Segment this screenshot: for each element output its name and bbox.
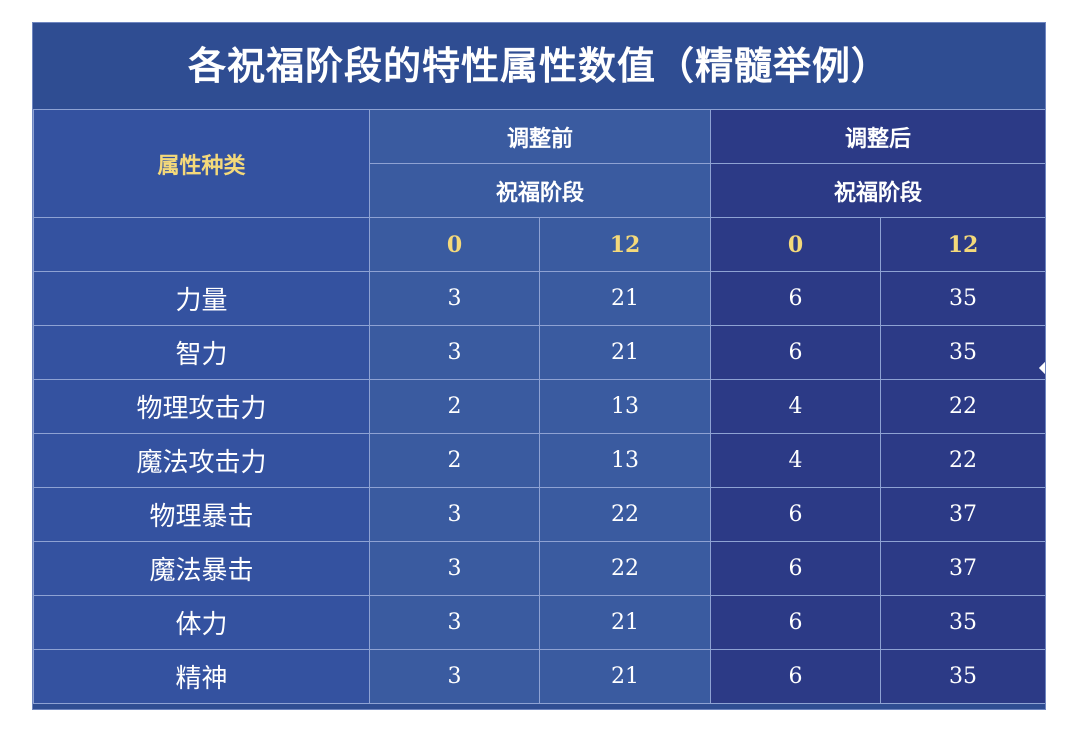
cell-after-12: 22 [880, 379, 1045, 434]
cell-after-0: 6 [710, 595, 882, 650]
header-stage-before: 祝福阶段 [368, 163, 712, 218]
cell-before-12: 21 [538, 595, 712, 650]
header-row-phase: 属性种类 调整前 调整后 [33, 109, 1045, 218]
cell-before-0: 3 [369, 595, 540, 650]
header-empty-cell [33, 217, 370, 272]
attribute-table: 属性种类 调整前 调整后 祝福阶段 祝福阶段 0 12 0 12 力量 3 21… [33, 109, 1045, 704]
cell-after-0: 4 [710, 433, 882, 488]
cell-before-0: 3 [369, 487, 540, 542]
header-row-levels: 0 12 0 12 [33, 217, 1045, 272]
table-row: 物理暴击 3 22 6 37 [33, 487, 1045, 542]
row-label: 物理暴击 [33, 487, 370, 542]
cell-before-0: 3 [369, 541, 540, 596]
cell-after-12: 22 [880, 433, 1045, 488]
cell-after-12: 35 [880, 271, 1045, 326]
header-row-stage: 祝福阶段 祝福阶段 [34, 163, 1045, 218]
cell-before-12: 13 [538, 433, 712, 488]
table-row: 力量 3 21 6 35 [33, 271, 1045, 326]
header-attribute-type: 属性种类 [33, 109, 370, 218]
header-level-after-0: 0 [710, 217, 882, 272]
cell-after-12: 35 [880, 595, 1045, 650]
cell-after-0: 6 [710, 271, 882, 326]
row-label: 魔法攻击力 [33, 433, 370, 488]
table-row: 精神 3 21 6 35 [33, 649, 1045, 704]
row-label: 体力 [33, 595, 370, 650]
row-label: 魔法暴击 [33, 541, 370, 596]
cell-before-12: 21 [538, 649, 712, 704]
table-title: 各祝福阶段的特性属性数值（精髓举例） [33, 23, 1045, 110]
cell-after-12: 35 [880, 649, 1045, 704]
header-before: 调整前 [368, 109, 712, 164]
cell-after-0: 6 [710, 541, 882, 596]
row-label: 精神 [33, 649, 370, 704]
cell-after-12: 37 [880, 541, 1045, 596]
table-row: 魔法攻击力 2 13 4 22 [33, 433, 1045, 488]
header-after: 调整后 [710, 109, 1045, 164]
cell-before-12: 22 [538, 541, 712, 596]
cell-before-0: 3 [369, 649, 540, 704]
table-row: 物理攻击力 2 13 4 22 [33, 379, 1045, 434]
table-row: 体力 3 21 6 35 [33, 595, 1045, 650]
header-level-before-0: 0 [369, 217, 540, 272]
cell-before-0: 2 [369, 379, 540, 434]
cell-before-0: 2 [369, 433, 540, 488]
table-row: 智力 3 21 6 35 [33, 325, 1045, 380]
cell-after-0: 6 [710, 649, 882, 704]
cell-before-12: 22 [538, 487, 712, 542]
header-level-after-12: 12 [880, 217, 1045, 272]
table-row: 魔法暴击 3 22 6 37 [33, 541, 1045, 596]
cell-before-0: 3 [369, 325, 540, 380]
header-level-before-12: 12 [538, 217, 712, 272]
row-label: 物理攻击力 [33, 379, 370, 434]
cell-before-12: 13 [538, 379, 712, 434]
cell-before-12: 21 [538, 325, 712, 380]
row-label: 智力 [33, 325, 370, 380]
header-stage-after: 祝福阶段 [710, 163, 1045, 218]
cell-after-0: 4 [710, 379, 882, 434]
cell-after-0: 6 [710, 325, 882, 380]
cell-before-0: 3 [369, 271, 540, 326]
cell-after-0: 6 [710, 487, 882, 542]
attribute-table-card: 各祝福阶段的特性属性数值（精髓举例） 属性种类 调整前 调整后 祝福阶段 祝福阶… [32, 22, 1046, 710]
cell-after-12: 37 [880, 487, 1045, 542]
cell-after-12: 35 [880, 325, 1045, 380]
cell-before-12: 21 [538, 271, 712, 326]
row-label: 力量 [33, 271, 370, 326]
